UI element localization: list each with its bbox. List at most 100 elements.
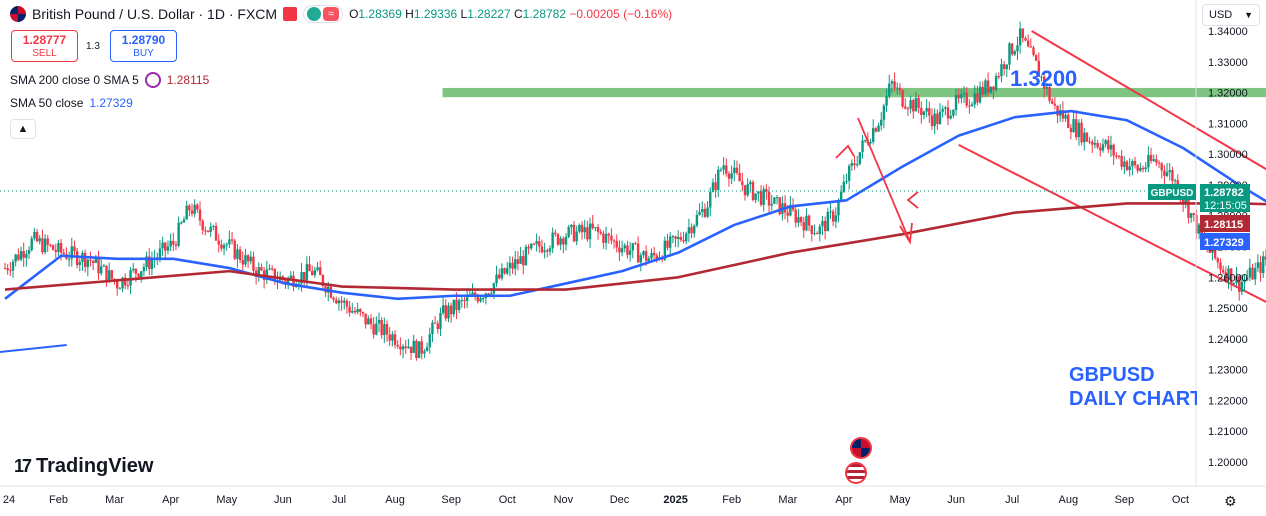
candle-body: [722, 165, 725, 170]
candle-body: [1133, 161, 1137, 166]
candle-body: [91, 260, 95, 263]
candle-body: [359, 309, 362, 313]
candle-body: [690, 227, 693, 234]
candle-body: [893, 81, 896, 89]
candle-body: [14, 254, 17, 262]
candle-body: [674, 236, 677, 239]
sma50-legend[interactable]: SMA 50 close 1.27329: [10, 96, 133, 110]
candle-body: [172, 240, 175, 245]
candle-body: [49, 244, 52, 246]
candle-body: [1155, 159, 1158, 163]
candle-body: [872, 128, 875, 142]
candle-body: [711, 182, 715, 192]
sma50-tag: 1.27329: [1204, 237, 1244, 249]
candle-body: [1229, 268, 1233, 285]
candle-body: [938, 111, 942, 124]
candle-body: [794, 209, 797, 223]
candle-body: [1083, 132, 1086, 143]
candle-body: [1160, 163, 1163, 171]
candle-body: [415, 340, 418, 359]
us-event-flag-icon[interactable]: [845, 462, 867, 484]
candle-body: [855, 164, 859, 166]
drawn-arrow-small: [835, 144, 855, 159]
candle-body: [412, 340, 415, 353]
candle-body: [351, 310, 354, 313]
candle-body: [1051, 100, 1054, 104]
candle-body: [968, 105, 971, 107]
candle-body: [1112, 144, 1115, 156]
candle-body: [994, 76, 998, 90]
sma200-tag-bg: [1200, 215, 1250, 232]
candle-body: [244, 255, 247, 265]
candle-body: [1042, 76, 1046, 89]
candle-body: [877, 125, 880, 132]
candle-body: [1115, 155, 1118, 157]
candle-body: [225, 244, 228, 246]
sell-button[interactable]: 1.28777 SELL: [11, 30, 78, 62]
candle-body: [917, 98, 920, 108]
candle-body: [1171, 170, 1174, 181]
candle-body: [906, 108, 910, 110]
candle-body: [805, 215, 808, 231]
tradingview-logo[interactable]: 17 TradingView: [14, 455, 154, 477]
time-axis[interactable]: 24 Feb Mar Apr May Jun Jul Aug Sep Oct Nov Dec 2025 F…: [0, 485, 1266, 506]
symbol-title[interactable]: British Pound / U.S. Dollar · 1D · FXCM: [32, 6, 278, 22]
currency-select[interactable]: USD ▼: [1202, 4, 1260, 26]
candle-body: [1067, 114, 1070, 129]
candle-body: [1248, 267, 1252, 278]
x-tick-label: May: [890, 494, 911, 506]
x-tick-label: Jul: [332, 494, 346, 506]
candle-body: [850, 163, 854, 166]
candle-body: [564, 236, 568, 245]
indicator-settings-icon[interactable]: [144, 72, 161, 88]
candle-body: [572, 224, 576, 242]
candle-body: [70, 246, 73, 259]
x-tick-label: Dec: [610, 494, 630, 506]
candle-body: [500, 268, 504, 279]
candle-body: [319, 267, 322, 276]
data-status-pill[interactable]: ≈: [303, 5, 344, 23]
y-tick-label: 1.21000: [1208, 426, 1248, 438]
candle-body: [973, 93, 976, 105]
candle-body: [353, 310, 357, 313]
candle-body: [815, 233, 819, 235]
candle-body: [372, 324, 375, 335]
candle-body: [778, 197, 781, 215]
gear-icon[interactable]: ⚙: [1224, 493, 1237, 509]
candle-body: [73, 246, 76, 252]
candle-body: [33, 231, 36, 239]
uk-event-flag-icon[interactable]: [850, 437, 872, 459]
chevron-up-icon[interactable]: ▲: [10, 119, 36, 139]
candle-body: [137, 273, 140, 278]
candle-body: [839, 191, 843, 201]
candle-body: [936, 113, 939, 124]
sma200-legend[interactable]: SMA 200 close 0 SMA 5 1.28115: [10, 72, 210, 88]
trendline-1: [1031, 30, 1266, 171]
candle-body: [124, 277, 127, 286]
candle-body: [807, 215, 811, 226]
candle-body: [997, 76, 1000, 78]
candle-body: [201, 220, 204, 231]
candle-body: [404, 346, 407, 349]
candle-body: [514, 259, 517, 269]
candle-body: [826, 211, 829, 232]
candle-body: [701, 208, 704, 212]
candle-body: [185, 205, 188, 220]
candle-body: [396, 344, 399, 347]
candle-body: [1002, 64, 1006, 70]
buy-button[interactable]: 1.28790 BUY: [110, 30, 177, 62]
y-tick-label: 1.30000: [1208, 149, 1248, 161]
x-tick-label: Apr: [162, 494, 179, 506]
candle-body: [845, 180, 848, 182]
candle-body: [570, 224, 573, 227]
candle-body: [709, 191, 712, 208]
candle-body: [30, 238, 33, 251]
candle-body: [735, 167, 739, 173]
candle-body: [177, 222, 180, 246]
market-closed-icon[interactable]: [283, 7, 298, 21]
candle-body: [1056, 105, 1059, 116]
candle-body: [54, 250, 57, 252]
candle-body: [148, 256, 151, 269]
drawn-arrow-left: [906, 191, 919, 209]
